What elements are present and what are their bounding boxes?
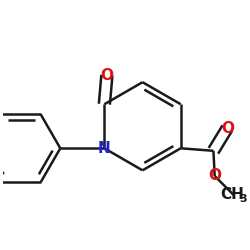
Text: O: O xyxy=(100,68,114,83)
Text: O: O xyxy=(208,168,221,184)
Text: O: O xyxy=(221,121,234,136)
Text: 3: 3 xyxy=(239,194,247,204)
Text: N: N xyxy=(98,141,111,156)
Text: CH: CH xyxy=(220,186,244,202)
